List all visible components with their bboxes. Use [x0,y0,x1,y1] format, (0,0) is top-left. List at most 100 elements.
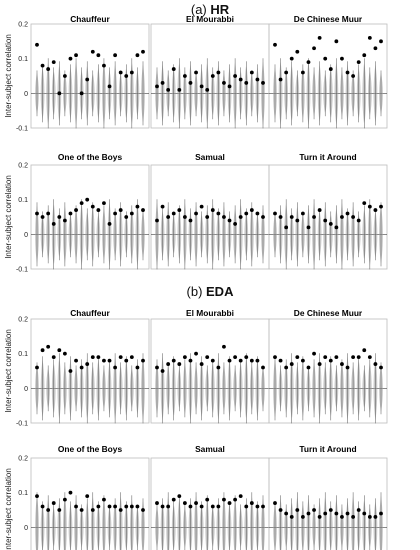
data-point [35,365,39,370]
data-point [194,70,198,75]
data-point [129,211,134,216]
data-point [46,211,51,216]
data-point [312,351,316,356]
data-point [351,74,356,78]
data-point [278,358,283,363]
panel-frame [30,318,150,424]
data-point [328,508,333,512]
data-point [96,53,101,58]
data-point [51,355,56,360]
panel-title: Samual [195,152,225,162]
data-point [261,504,265,509]
data-point [194,351,198,356]
data-point [40,63,45,68]
panel-frame [268,457,388,550]
data-point [35,494,39,499]
data-point [328,358,333,363]
data-point [289,56,294,61]
data-point [171,67,176,71]
data-point [166,504,171,509]
data-point [306,511,311,516]
data-point [289,362,294,366]
data-point [295,508,300,512]
data-point [74,358,78,363]
data-point [90,49,95,54]
data-point [312,46,316,51]
panel-12: Turn it Around [268,444,388,550]
data-point [261,215,265,219]
data-point [118,355,123,360]
data-point [216,70,221,75]
data-point [113,211,118,216]
data-point [244,504,249,509]
data-point [379,204,383,209]
data-point [255,211,260,216]
data-point [85,362,90,366]
panel-7: Chauffeur 0.2 0.1 0 -0.1 Inter-subject correl… [4,308,150,428]
data-point [227,501,232,505]
data-point [102,358,106,363]
data-point [177,362,182,366]
data-point [57,91,62,96]
data-point [68,211,73,216]
data-point [216,365,221,370]
data-point [210,208,215,212]
data-point [362,201,367,206]
data-point [345,211,350,216]
data-point [249,208,254,212]
data-point [79,201,84,206]
data-point [62,218,67,223]
data-point [351,515,356,519]
data-point [210,358,215,363]
data-point [113,365,118,370]
data-point [205,215,210,219]
data-point [317,515,322,519]
panel-11: Samual [150,444,270,550]
data-point [273,355,277,360]
data-point [351,355,356,360]
data-point [129,355,134,360]
data-point [166,362,171,366]
y-tick-label: -0.1 [16,126,28,133]
data-point [238,215,243,219]
data-point [68,490,73,495]
data-point [135,53,140,58]
data-point [295,218,300,223]
data-point [317,35,322,40]
data-point [166,215,171,219]
data-point [194,211,198,216]
panel-title: One of the Boys [58,152,123,162]
data-point [188,218,193,223]
data-point [367,204,372,209]
data-point [155,218,159,223]
data-point [35,211,39,216]
data-point [113,504,118,509]
data-point [160,369,165,373]
data-point [222,81,226,85]
data-point [379,511,383,516]
data-point [90,204,95,209]
data-point [205,355,210,360]
data-point [367,355,372,360]
data-point [328,67,333,71]
panel-3: De Chinese Muur [268,14,388,129]
y-tick-label: 0 [24,386,28,393]
data-point [367,515,372,519]
data-point [74,208,78,212]
data-point [68,369,73,373]
data-point [300,358,305,363]
y-tick-label: 0.2 [18,317,28,324]
data-point [141,208,145,212]
data-point [356,218,361,223]
data-point [171,358,176,363]
data-point [244,355,249,360]
data-point [57,215,62,219]
data-point [160,81,165,85]
data-point [182,355,187,360]
panel-6: Turn it Around [268,152,388,270]
panel-frame [30,164,150,270]
data-point [74,504,78,509]
data-point [238,358,243,363]
data-point [295,355,300,360]
y-tick-label: 0.2 [18,22,28,29]
